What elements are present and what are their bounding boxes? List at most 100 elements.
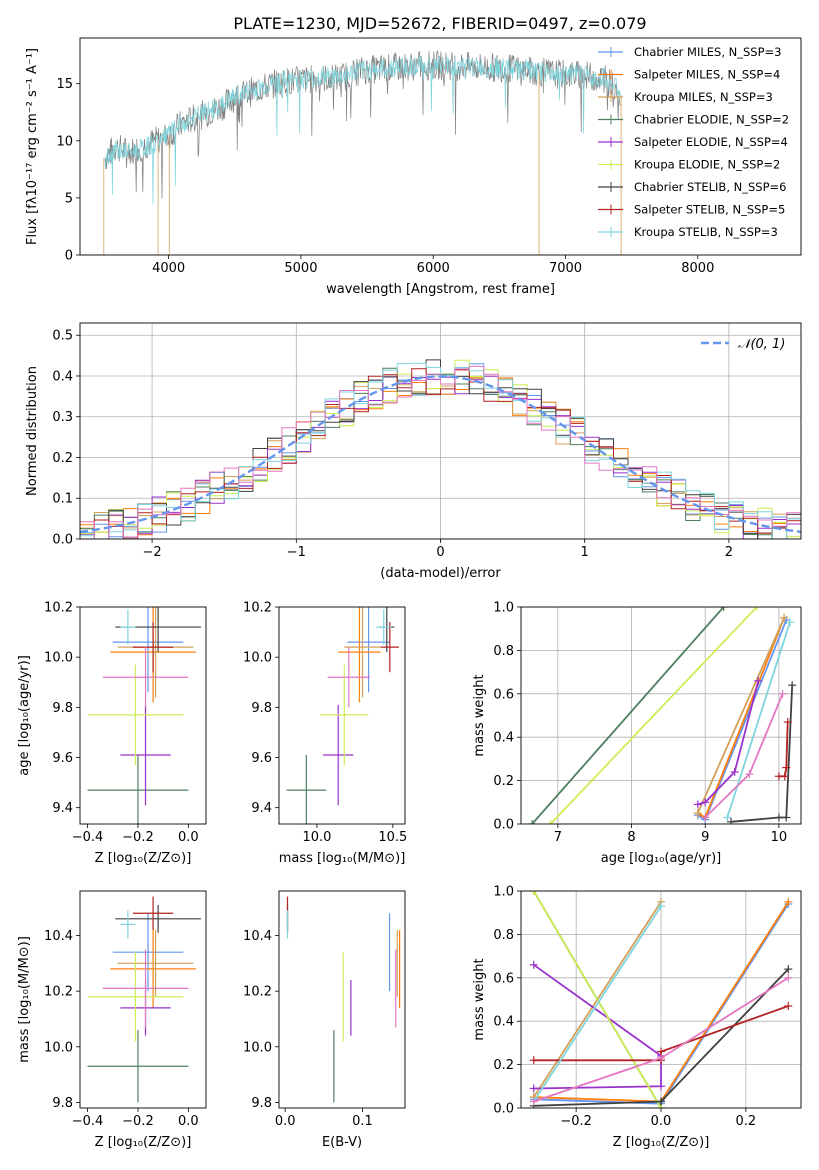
figure-title: PLATE=1230, MJD=52672, FIBERID=0497, z=0… xyxy=(233,14,646,33)
y-tick-label: 0.0 xyxy=(52,533,73,548)
plot-area-weight-vs-age xyxy=(521,607,801,824)
spectrum-series-model xyxy=(104,55,621,205)
x-tick-label: −0.2 xyxy=(560,1114,592,1129)
y-tick-label: 0.3 xyxy=(52,410,73,425)
axes-frame xyxy=(79,606,207,825)
axes-frame xyxy=(520,606,802,825)
y-tick-label: 1.0 xyxy=(493,885,514,900)
y-axis-label: mass weight xyxy=(472,958,487,1040)
legend-label: Kroupa STELIB, N_SSP=3 xyxy=(634,225,778,239)
x-tick-label: −0.4 xyxy=(72,1114,104,1129)
x-axis-label: (data-model)/error xyxy=(380,566,501,581)
x-axis-label: Z [log₁₀(Z/Z⊙)] xyxy=(95,851,192,866)
y-tick-label: 9.6 xyxy=(52,751,73,766)
x-tick-label: 0.0 xyxy=(178,1114,199,1129)
y-axis-label: Flux [fλ10⁻¹⁷ erg cm⁻² s⁻¹ A⁻¹] xyxy=(25,48,40,245)
x-tick-label: 7 xyxy=(554,830,562,845)
y-tick-label: 9.8 xyxy=(52,701,73,716)
x-tick-label: −0.2 xyxy=(122,830,154,845)
y-tick-label: 15 xyxy=(56,77,73,92)
x-tick-label: 1 xyxy=(581,545,589,560)
y-tick-label: 0.2 xyxy=(52,451,73,466)
panel-age-vs-mass: 10.0 10.5 9.4 9.6 9.8 10.0 10.2 mass [log₁₀(M/M… xyxy=(243,601,407,867)
x-axis-label: wavelength [Angstrom, rest frame] xyxy=(326,282,555,297)
histogram-step xyxy=(80,362,801,539)
x-tick-label: 0.2 xyxy=(736,1114,757,1129)
y-tick-label: 0.0 xyxy=(493,1102,514,1117)
plot-area-mass-vs-Z xyxy=(87,896,201,1103)
legend-label: Salpeter MILES, N_SSP=4 xyxy=(634,68,780,82)
y-tick-label: 0.8 xyxy=(493,644,514,659)
y-tick-label: 0.4 xyxy=(52,369,73,384)
x-axis-label: Z [log₁₀(Z/Z⊙)] xyxy=(95,1135,192,1150)
x-tick-label: 10.5 xyxy=(378,830,407,845)
x-tick-label: −1 xyxy=(287,545,306,560)
x-tick-label: 10 xyxy=(771,830,788,845)
y-tick-label: 10 xyxy=(56,134,73,149)
panel-residuals: −2 −1 0 1 2 0.0 0.1 0.2 0.3 0.4 0.5 (data-model)/er… xyxy=(25,322,802,581)
x-tick-label: 10.0 xyxy=(302,830,331,845)
weight-line xyxy=(726,621,791,818)
y-tick-label: 0.2 xyxy=(493,1058,514,1073)
axes-frame xyxy=(79,890,207,1109)
panel-age-vs-Z: −0.4 −0.2 0.0 9.4 9.6 9.8 10.0 10.2 Z [log₁₀(Z/Z… xyxy=(17,601,207,866)
y-tick-label: 0.6 xyxy=(493,971,514,986)
y-tick-label: 10.0 xyxy=(243,1040,272,1055)
y-tick-label: 10.4 xyxy=(44,929,73,944)
y-axis-label: age [log₁₀(age/yr)] xyxy=(17,655,32,776)
x-tick-label: 8000 xyxy=(681,261,714,276)
y-tick-label: 9.6 xyxy=(251,751,272,766)
y-tick-label: 0.8 xyxy=(493,928,514,943)
y-tick-label: 0 xyxy=(65,249,73,264)
y-tick-label: 9.8 xyxy=(251,1096,272,1111)
legend-label: Chabrier MILES, N_SSP=3 xyxy=(634,45,781,59)
x-tick-label: 4000 xyxy=(152,261,185,276)
weight-line xyxy=(532,905,662,1102)
plot-area-spectrum xyxy=(103,49,622,255)
plot-area-mass-vs-EBV xyxy=(286,896,401,1103)
y-tick-label: 0.1 xyxy=(52,492,73,507)
x-axis-label: Z [log₁₀(Z/Z⊙)] xyxy=(613,1135,710,1150)
x-tick-label: 6000 xyxy=(417,261,450,276)
histogram-step xyxy=(80,365,801,539)
y-axis-label: mass [log₁₀(M/M⊙)] xyxy=(17,936,32,1063)
y-tick-label: 5 xyxy=(65,191,73,206)
legend-label: Chabrier STELIB, N_SSP=6 xyxy=(634,180,786,194)
legend-label: 𝒩(0, 1) xyxy=(738,337,785,352)
y-tick-label: 10.2 xyxy=(243,601,272,616)
x-tick-label: −2 xyxy=(143,545,162,560)
x-tick-label: −0.2 xyxy=(122,1114,154,1129)
y-axis-label: mass weight xyxy=(472,674,487,756)
x-tick-label: 0 xyxy=(436,545,444,560)
y-tick-label: 0.0 xyxy=(493,818,514,833)
x-tick-label: 2 xyxy=(725,545,733,560)
y-tick-label: 9.8 xyxy=(52,1096,73,1111)
x-tick-label: 0.0 xyxy=(178,830,199,845)
y-tick-label: 10.2 xyxy=(243,985,272,1000)
x-tick-label: 8 xyxy=(627,830,635,845)
axes-frame xyxy=(278,606,406,825)
y-tick-label: 9.4 xyxy=(52,801,73,816)
y-tick-label: 10.0 xyxy=(44,651,73,666)
legend-label: Kroupa MILES, N_SSP=3 xyxy=(634,90,773,104)
plot-area-age-vs-mass xyxy=(286,607,399,824)
panel-weight-vs-age: 7 8 9 10 0.0 0.2 0.4 0.6 0.8 1.0 age [log₁₀(age/yr… xyxy=(472,601,802,866)
gaussian-curve xyxy=(80,375,801,534)
y-tick-label: 1.0 xyxy=(493,601,514,616)
plot-area-weight-vs-Z xyxy=(521,891,801,1108)
weight-line xyxy=(697,680,760,806)
y-tick-label: 9.4 xyxy=(251,801,272,816)
spectrum-series-data xyxy=(104,49,621,199)
x-tick-label: 0.0 xyxy=(275,1114,296,1129)
weight-line xyxy=(549,607,758,824)
weight-line xyxy=(697,619,788,822)
axes-frame xyxy=(79,322,802,540)
weight-line xyxy=(531,607,725,824)
y-tick-label: 10.0 xyxy=(243,651,272,666)
y-tick-label: 0.4 xyxy=(493,731,514,746)
x-tick-label: 5000 xyxy=(284,261,317,276)
y-tick-label: 10.2 xyxy=(44,985,73,1000)
y-axis-label: Normed distribution xyxy=(25,366,40,496)
